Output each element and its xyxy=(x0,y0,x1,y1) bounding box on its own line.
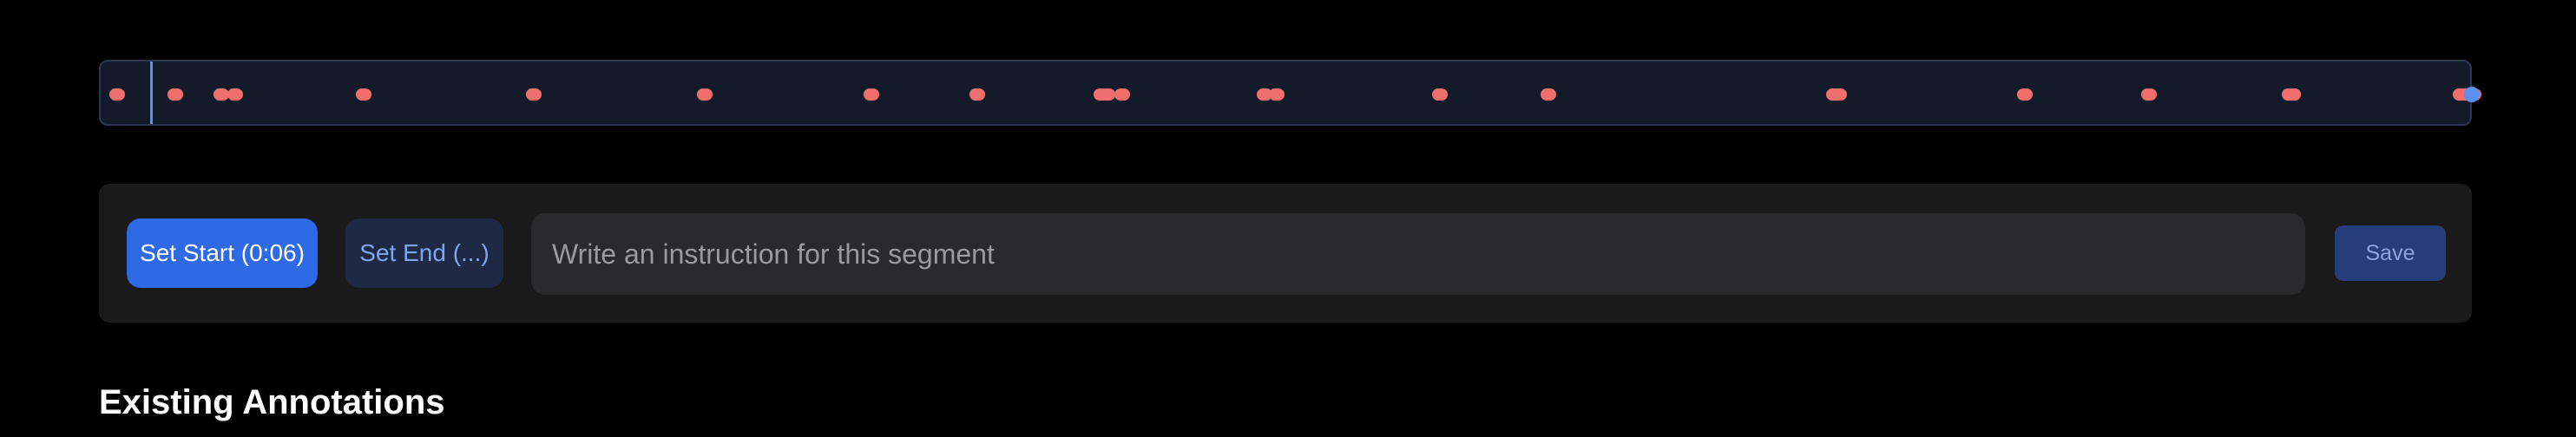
annotation-marker[interactable] xyxy=(2282,88,2297,101)
annotation-marker[interactable] xyxy=(1269,88,1285,101)
annotation-marker[interactable] xyxy=(109,88,125,101)
segment-timeline[interactable] xyxy=(99,60,2481,126)
playhead[interactable] xyxy=(150,62,153,124)
annotation-marker[interactable] xyxy=(168,88,183,101)
annotation-marker[interactable] xyxy=(356,88,371,101)
annotation-marker[interactable] xyxy=(1257,88,1272,101)
set-start-button[interactable]: Set Start (0:06) xyxy=(127,218,318,288)
annotation-marker[interactable] xyxy=(1432,88,1448,101)
annotation-marker[interactable] xyxy=(1114,88,1130,101)
instruction-input[interactable] xyxy=(531,213,2305,295)
annotation-marker[interactable] xyxy=(1826,88,1842,101)
annotation-marker[interactable] xyxy=(1541,88,1556,101)
annotation-marker[interactable] xyxy=(2017,88,2033,101)
save-button[interactable]: Save xyxy=(2335,225,2446,281)
set-end-button[interactable]: Set End (...) xyxy=(345,218,503,288)
annotation-controls: Set Start (0:06) Set End (...) Save xyxy=(99,184,2472,323)
annotation-marker[interactable] xyxy=(526,88,542,101)
existing-annotations-heading: Existing Annotations xyxy=(99,383,445,421)
annotation-marker[interactable] xyxy=(214,88,229,101)
annotation-marker[interactable] xyxy=(864,88,879,101)
annotation-marker[interactable] xyxy=(2141,88,2157,101)
annotation-marker[interactable] xyxy=(227,88,243,101)
annotation-marker[interactable] xyxy=(697,88,713,101)
annotation-marker[interactable] xyxy=(969,88,985,101)
end-handle-icon[interactable] xyxy=(2464,87,2480,102)
annotation-marker[interactable] xyxy=(1094,88,1109,101)
